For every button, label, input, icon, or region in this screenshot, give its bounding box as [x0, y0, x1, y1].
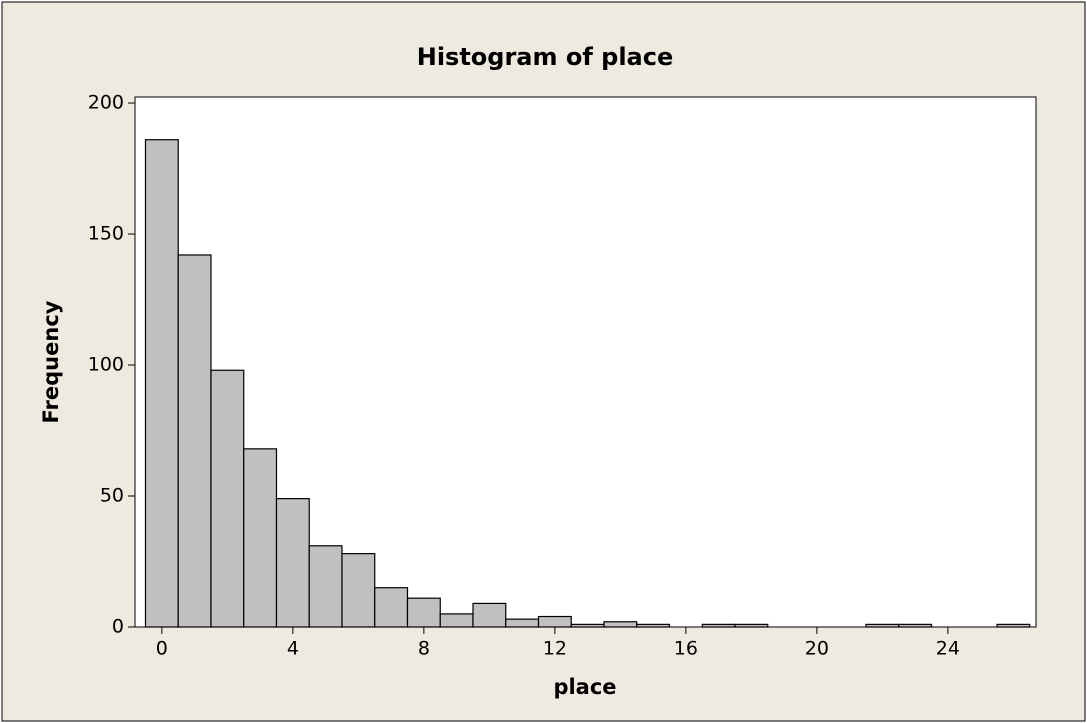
x-tick-label: 12	[543, 638, 567, 660]
bar	[374, 587, 409, 628]
x-axis-label: place	[553, 675, 616, 699]
bar	[210, 369, 245, 628]
y-tick-label: 150	[88, 223, 124, 245]
bar	[406, 597, 441, 628]
y-tick-label: 200	[88, 92, 124, 114]
bar	[570, 623, 605, 628]
bar	[275, 498, 310, 628]
x-tick-label: 24	[936, 638, 960, 660]
bar	[537, 615, 572, 628]
bar	[505, 618, 540, 628]
bar	[996, 623, 1031, 628]
bar	[308, 545, 343, 628]
y-axis-label: Frequency	[39, 300, 63, 423]
bar	[439, 613, 474, 628]
bar	[636, 623, 671, 628]
y-tick-label: 50	[100, 485, 124, 507]
bar	[341, 553, 376, 628]
bar	[177, 254, 212, 628]
bar	[865, 623, 900, 628]
bar	[243, 448, 278, 628]
bar	[898, 623, 933, 628]
bar	[603, 621, 638, 628]
y-tick-label: 0	[112, 616, 124, 638]
bar	[472, 602, 507, 628]
chart-title: Histogram of place	[417, 43, 674, 71]
y-tick-label: 100	[88, 354, 124, 376]
x-tick-label: 0	[156, 638, 168, 660]
x-tick-label: 16	[674, 638, 698, 660]
bar	[701, 623, 736, 628]
bar	[144, 139, 179, 628]
x-tick-label: 20	[805, 638, 829, 660]
bar	[734, 623, 769, 628]
x-tick-label: 4	[287, 638, 299, 660]
x-tick-label: 8	[418, 638, 430, 660]
